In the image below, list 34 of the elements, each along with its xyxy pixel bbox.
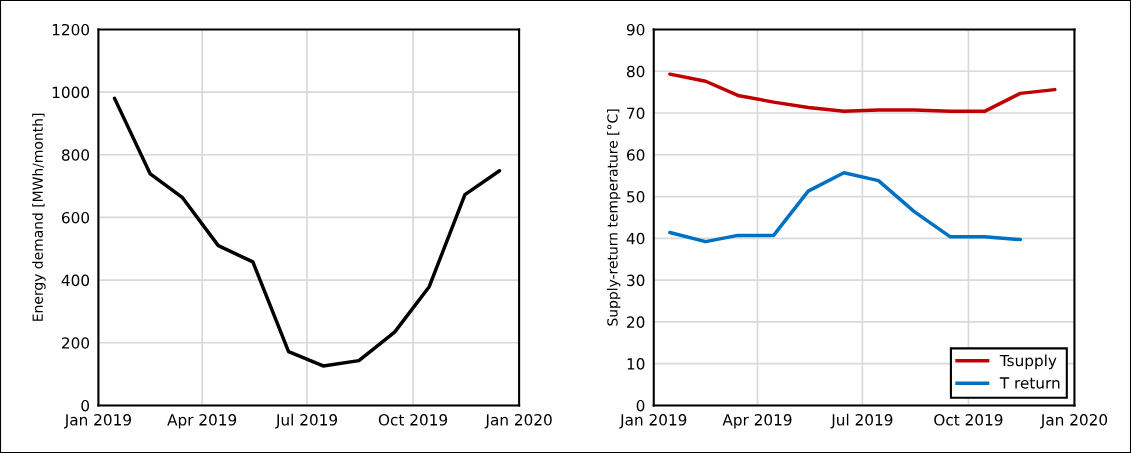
y-axis-title: Energy demand [MWh/month]	[32, 113, 46, 321]
x-tick-label: Jul 2019	[830, 413, 893, 429]
y-tick-label: 20	[627, 316, 645, 328]
line-series	[668, 72, 1057, 114]
y-tick-label: 600	[61, 211, 90, 224]
y-tick-label: 80	[627, 65, 645, 78]
x-tick-label: Jan 2020	[1040, 414, 1108, 429]
x-tick-label: Jan 2019	[63, 414, 131, 429]
y-tick-label: 200	[62, 337, 90, 349]
y-tick-label: 1000	[52, 86, 90, 99]
y-tick-label: 50	[627, 191, 645, 203]
y-tick-label: 10	[627, 358, 645, 370]
line-series	[112, 96, 502, 368]
y-tick-label: 60	[627, 149, 645, 161]
y-tick-label: 800	[61, 149, 90, 161]
x-tick-label: Oct 2019	[934, 414, 1003, 426]
y-axis-title: Supply-return temperature [°C]	[606, 109, 621, 326]
legend-label: T return	[999, 377, 1060, 389]
line-series	[668, 171, 1023, 244]
y-tick-label: 0	[636, 399, 645, 412]
y-tick-label: 0	[81, 399, 90, 412]
legend-label: Tsupply	[999, 354, 1057, 370]
x-tick-label: Jul 2019	[275, 413, 338, 429]
x-tick-label: Jan 2019	[619, 414, 687, 429]
x-tick-label: Oct 2019	[378, 414, 448, 426]
y-tick-label: 400	[61, 274, 90, 287]
x-tick-label: Apr 2019	[722, 414, 792, 429]
y-tick-label: 70	[627, 107, 645, 120]
x-tick-label: Apr 2019	[167, 414, 237, 429]
y-tick-label: 30	[627, 274, 645, 287]
y-tick-label: 1200	[52, 23, 90, 36]
y-tick-label: 40	[626, 232, 645, 245]
y-tick-label: 90	[626, 23, 645, 36]
x-tick-label: Jan 2020	[484, 414, 552, 429]
